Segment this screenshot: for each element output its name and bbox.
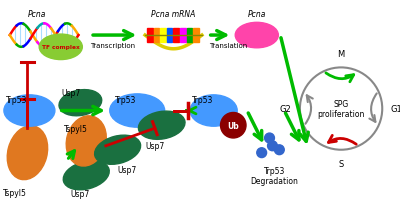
Ellipse shape xyxy=(7,126,48,180)
Ellipse shape xyxy=(95,136,141,164)
Text: Ub: Ub xyxy=(227,121,239,130)
Bar xyxy=(193,29,199,43)
Text: Transcription: Transcription xyxy=(90,43,135,48)
Text: S: S xyxy=(338,159,344,168)
Bar xyxy=(160,29,166,43)
Text: Trp53: Trp53 xyxy=(192,95,214,104)
Text: Pcna mRNA: Pcna mRNA xyxy=(151,10,196,19)
Text: Usp7: Usp7 xyxy=(118,166,137,175)
Text: G1: G1 xyxy=(390,105,400,114)
Ellipse shape xyxy=(4,95,55,127)
Text: Translation: Translation xyxy=(209,43,248,48)
Text: Usp7: Usp7 xyxy=(70,189,90,198)
Bar xyxy=(187,29,192,43)
Text: TF complex: TF complex xyxy=(42,45,80,50)
Text: Usp7: Usp7 xyxy=(62,88,81,98)
Ellipse shape xyxy=(39,35,82,60)
Text: Tspyl5: Tspyl5 xyxy=(3,188,27,197)
Circle shape xyxy=(274,145,284,155)
Text: Trp53: Trp53 xyxy=(6,95,27,104)
Text: M: M xyxy=(338,50,345,59)
Text: Usp7: Usp7 xyxy=(145,141,164,150)
Ellipse shape xyxy=(235,23,278,48)
Bar xyxy=(174,29,179,43)
Text: Pcna: Pcna xyxy=(28,10,46,19)
Text: SPG
proliferation: SPG proliferation xyxy=(317,99,365,119)
Ellipse shape xyxy=(59,90,102,116)
Ellipse shape xyxy=(138,112,185,140)
Bar xyxy=(154,29,159,43)
Ellipse shape xyxy=(63,161,109,190)
Bar xyxy=(167,29,172,43)
Ellipse shape xyxy=(190,95,237,127)
Text: Trp53
Degradation: Trp53 Degradation xyxy=(250,166,298,185)
Circle shape xyxy=(257,148,266,158)
Text: Tspyl5: Tspyl5 xyxy=(64,125,88,134)
Text: Trp53: Trp53 xyxy=(115,95,136,104)
Bar xyxy=(147,29,153,43)
Ellipse shape xyxy=(110,94,165,127)
Circle shape xyxy=(220,113,246,138)
Text: Pcna: Pcna xyxy=(248,10,266,19)
Text: G2: G2 xyxy=(279,105,291,114)
Ellipse shape xyxy=(66,116,106,166)
Circle shape xyxy=(268,141,277,151)
Bar xyxy=(180,29,186,43)
Circle shape xyxy=(265,133,274,143)
